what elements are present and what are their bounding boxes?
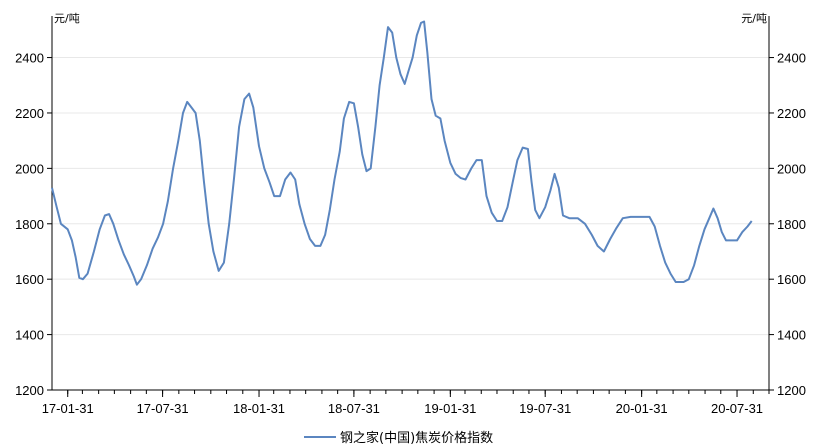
tick-layer	[47, 57, 774, 397]
y-unit-left: 元/吨	[54, 12, 80, 25]
legend: 钢之家(中国)焦炭价格指数	[304, 430, 493, 446]
series-layer	[51, 20, 753, 286]
y-tick-label-left: 1200	[15, 383, 44, 398]
y-tick-label-right: 1200	[777, 383, 806, 398]
y-unit-right: 元/吨	[741, 12, 767, 25]
x-tick-label: 18-01-31	[233, 401, 285, 416]
x-tick-label: 19-07-31	[519, 401, 571, 416]
x-tick-label: 17-01-31	[42, 401, 94, 416]
y-tick-label-right: 2200	[777, 106, 806, 121]
y-tick-label-right: 1800	[777, 217, 806, 232]
grid-layer	[52, 57, 769, 336]
y-tick-label-left: 1600	[15, 272, 44, 287]
series-line	[51, 20, 753, 286]
x-tick-label: 17-07-31	[137, 401, 189, 416]
x-tick-label: 20-01-31	[616, 401, 668, 416]
label-layer: 1200 1200 1400 1400 1600 1600 1800 1800 2000 2000…	[15, 51, 806, 416]
y-tick-label-left: 2200	[15, 106, 44, 121]
x-tick-label: 20-07-31	[711, 401, 763, 416]
y-tick-label-right: 1400	[777, 328, 806, 343]
x-tick-label: 18-07-31	[328, 401, 380, 416]
y-tick-label-left: 1800	[15, 217, 44, 232]
y-tick-label-right: 1600	[777, 272, 806, 287]
y-tick-label-left: 2000	[15, 161, 44, 176]
y-tick-label-left: 2400	[15, 51, 44, 66]
y-tick-label-left: 1400	[15, 328, 44, 343]
y-tick-label-right: 2000	[777, 161, 806, 176]
y-tick-label-right: 2400	[777, 51, 806, 66]
x-tick-label: 19-01-31	[424, 401, 476, 416]
legend-label: 钢之家(中国)焦炭价格指数	[340, 430, 493, 446]
